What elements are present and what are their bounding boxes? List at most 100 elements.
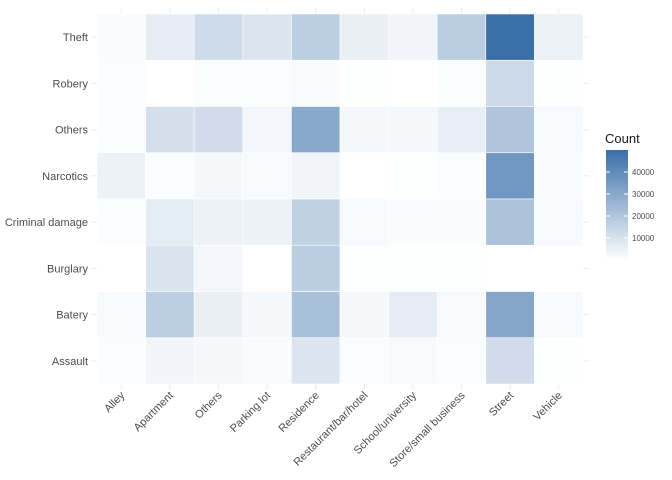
- heatmap-cell: [193, 291, 244, 339]
- heatmap-cell: [388, 59, 438, 107]
- heatmap-cell: [145, 13, 195, 61]
- heatmap-cell: [193, 244, 244, 292]
- legend-tick-label: 30000: [632, 190, 655, 199]
- heatmap-cell: [291, 244, 341, 292]
- heatmap-cell: [534, 198, 584, 246]
- legend-tick-label: 40000: [632, 168, 655, 177]
- y-tick-label: Narcotics: [42, 171, 88, 183]
- x-tick-label: Street: [487, 390, 516, 419]
- color-legend: Count 10000 20000 30000 40000: [605, 131, 655, 260]
- heatmap-cell: [339, 152, 389, 200]
- heatmap-cell: [436, 337, 487, 385]
- heatmap-cell: [485, 244, 535, 292]
- heatmap-cell: [291, 291, 341, 339]
- heatmap-cell: [242, 244, 292, 292]
- heatmap-cell: [242, 152, 292, 200]
- heatmap-cell: [96, 244, 146, 292]
- y-axis-ticks: Theft Robery Others Narcotics Criminal damag…: [5, 32, 89, 368]
- heatmap-cell: [339, 59, 389, 107]
- heatmap-cell: [485, 13, 535, 61]
- y-tick-label: Burglary: [47, 263, 88, 275]
- heatmap-cell: [339, 198, 389, 246]
- heatmap-cell: [388, 106, 438, 154]
- heatmap-cell: [339, 13, 389, 61]
- heatmap-cell: [339, 106, 389, 154]
- heatmap-cell: [485, 198, 535, 246]
- heatmap-cell: [485, 59, 535, 107]
- heatmap-cell: [145, 198, 195, 246]
- heatmap-cell: [96, 59, 146, 107]
- heatmap-cell: [388, 13, 438, 61]
- heatmap-cell: [145, 291, 195, 339]
- heatmap-cell: [242, 13, 292, 61]
- heatmap-cell: [339, 291, 389, 339]
- heatmap-cell: [291, 13, 341, 61]
- heatmap-cell: [388, 198, 438, 246]
- heatmap-cell: [242, 198, 292, 246]
- heatmap-cell: [96, 106, 146, 154]
- legend-tick-label: 10000: [632, 234, 655, 243]
- y-tick-label: Others: [55, 125, 89, 137]
- heatmap-cell: [388, 337, 438, 385]
- heatmap-cell: [485, 106, 535, 154]
- heatmap-cell: [242, 291, 292, 339]
- legend-ticks: 10000 20000 30000 40000: [606, 168, 655, 243]
- heatmap-cell: [96, 198, 146, 246]
- legend-tick-label: 20000: [632, 212, 655, 221]
- heatmap-cell: [534, 337, 584, 385]
- heatmap-cell: [534, 244, 584, 292]
- heatmap-cell: [291, 59, 341, 107]
- x-tick-label: Others: [193, 389, 225, 421]
- legend-title: Count: [605, 131, 640, 146]
- heatmap-cell: [291, 106, 341, 154]
- heatmap-cell: [436, 244, 487, 292]
- y-tick-label: Batery: [56, 310, 88, 322]
- heatmap-cell: [485, 337, 535, 385]
- heatmap-cell: [436, 291, 487, 339]
- heatmap-cell: [193, 337, 244, 385]
- heatmap-cell: [96, 13, 146, 61]
- heatmap-cell: [145, 106, 195, 154]
- heatmap-cell: [534, 291, 584, 339]
- heatmap-cell: [485, 152, 535, 200]
- heatmap-cell: [145, 337, 195, 385]
- heatmap-cell: [436, 152, 487, 200]
- heatmap-cell: [193, 13, 244, 61]
- heatmap-cell: [242, 106, 292, 154]
- heatmap-cell: [242, 337, 292, 385]
- heatmap-cell: [339, 244, 389, 292]
- heatmap-cell: [436, 13, 487, 61]
- heatmap-cell: [145, 152, 195, 200]
- heatmap-cell: [96, 291, 146, 339]
- x-tick-label: Residence: [277, 390, 322, 435]
- y-tick-label: Assault: [52, 356, 88, 368]
- x-axis-ticks: Alley Apartment Others Parking lot Residence…: [102, 389, 565, 470]
- heatmap-cell: [193, 198, 244, 246]
- heatmap-cell: [485, 291, 535, 339]
- y-tick-label: Theft: [63, 32, 88, 44]
- heatmap-cell: [436, 106, 487, 154]
- heatmap-cell: [534, 13, 584, 61]
- heatmap-cell: [193, 106, 244, 154]
- x-tick-label: Parking lot: [228, 390, 273, 435]
- heatmap-cell: [145, 59, 195, 107]
- heatmap-cell: [291, 198, 341, 246]
- heatmap-cell: [534, 59, 584, 107]
- heatmap-cell: [534, 152, 584, 200]
- heatmap-cell: [339, 337, 389, 385]
- x-tick-label: Vehicle: [531, 390, 565, 424]
- x-tick-label: Alley: [102, 389, 128, 415]
- heatmap-cell: [193, 59, 244, 107]
- heatmap-cell: [436, 59, 487, 107]
- heatmap-cell: [291, 152, 341, 200]
- heatmap-cell: [388, 244, 438, 292]
- heatmap-cell: [242, 59, 292, 107]
- heatmap-cell: [436, 198, 487, 246]
- y-tick-label: Robery: [53, 78, 89, 90]
- heatmap-cell: [388, 152, 438, 200]
- heatmap-cell: [96, 152, 146, 200]
- heatmap-cell: [388, 291, 438, 339]
- heatmap-cell: [291, 337, 341, 385]
